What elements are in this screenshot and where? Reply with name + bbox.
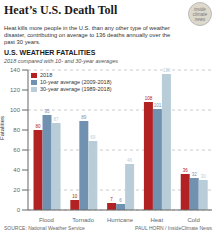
svg-text:Cold: Cold (187, 217, 199, 222)
svg-text:20: 20 (13, 187, 20, 193)
html-text:SOURCE: National Weather Servi: SOURCE: National Weather Service (4, 225, 85, 231)
svg-text:89: 89 (81, 115, 87, 120)
svg-text:10: 10 (72, 194, 78, 199)
svg-text:6: 6 (119, 198, 122, 203)
svg-text:136: 136 (163, 68, 171, 73)
svg-text:87: 87 (54, 117, 60, 122)
svg-text:46: 46 (127, 158, 133, 163)
svg-text:36: 36 (183, 168, 189, 173)
svg-text:Flood: Flood (39, 217, 54, 222)
svg-text:Tornado: Tornado (72, 217, 94, 222)
svg-text:Heat: Heat (150, 217, 163, 222)
svg-text:0: 0 (17, 207, 21, 213)
html-text:U.S. WEATHER FATALITIES: U.S. WEATHER FATALITIES (4, 49, 96, 56)
svg-text:120: 120 (10, 87, 21, 93)
svg-text:101: 101 (154, 103, 162, 108)
svg-text:40: 40 (13, 167, 20, 173)
html-text:30-year average (1989-2018): 30-year average (1989-2018) (40, 86, 112, 92)
svg-text:60: 60 (13, 147, 20, 153)
svg-text:30: 30 (201, 174, 207, 179)
html-text:Heat kills more people in the: Heat kills more people in the U.S. than … (4, 25, 171, 45)
html-text:10-year average (2009-2018): 10-year average (2009-2018) (40, 79, 112, 85)
svg-text:7: 7 (110, 197, 113, 202)
svg-text:Hurricane: Hurricane (107, 217, 134, 222)
svg-text:95: 95 (45, 109, 51, 114)
svg-text:100: 100 (10, 107, 21, 113)
svg-text:108: 108 (145, 96, 153, 101)
svg-text:140: 140 (10, 67, 21, 73)
svg-text:80: 80 (13, 127, 20, 133)
html-text:2018 compared with 10- and 30-: 2018 compared with 10- and 30-year avera… (4, 57, 118, 64)
html-text:2018: 2018 (40, 72, 53, 78)
html-text:inside climate news: inside climate news (192, 6, 208, 22)
svg-text:80: 80 (36, 124, 42, 129)
svg-text:32: 32 (192, 172, 198, 177)
svg-text:69: 69 (90, 135, 96, 140)
html-text:Heat’s U.S. Death Toll: Heat’s U.S. Death Toll (4, 3, 118, 17)
html-text:PAUL HORN / InsideClimate News: PAUL HORN / InsideClimate News (135, 225, 212, 231)
